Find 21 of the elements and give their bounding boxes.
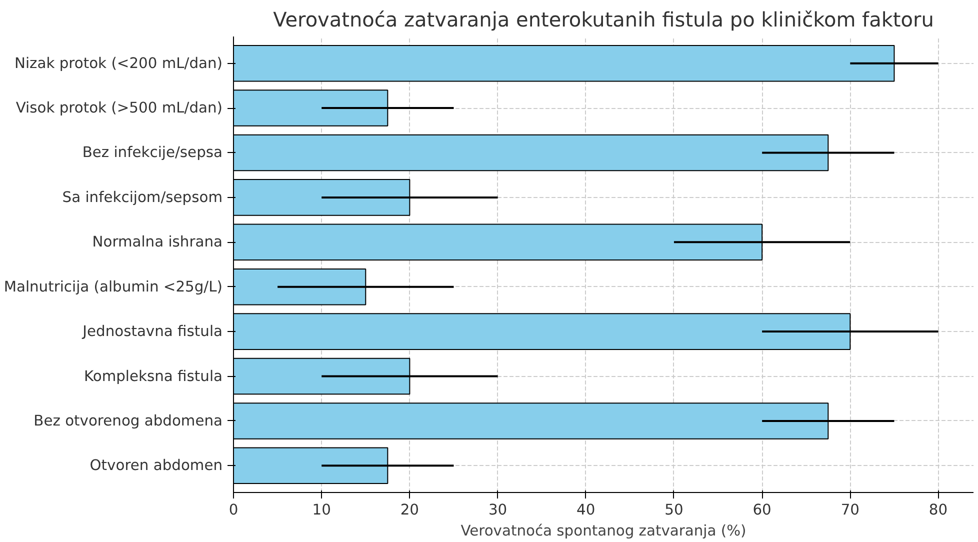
x-tick-label: 60	[752, 502, 772, 518]
x-tick-label: 70	[840, 502, 860, 518]
y-tick-label: Bez infekcije/sepsa	[82, 144, 223, 162]
y-tick-label: Visok protok (>500 mL/dan)	[16, 100, 223, 117]
x-tick-label: 50	[664, 502, 684, 518]
x-tick-label: 40	[576, 502, 596, 518]
y-tick-label: Normalna ishrana	[92, 234, 223, 251]
x-tick-label: 0	[228, 502, 238, 518]
chart-title: Verovatnoća zatvaranja enterokutanih fistula po kliničkom faktoru	[273, 8, 934, 32]
y-tick-label: Kompleksna fistula	[84, 368, 223, 385]
y-tick-label: Jednostavna fistula	[82, 323, 223, 340]
y-tick-label: Nizak protok (<200 mL/dan)	[14, 54, 223, 72]
x-tick-label: 20	[400, 502, 420, 518]
x-tick-label: 10	[312, 502, 331, 518]
x-tick-label: 80	[928, 502, 948, 518]
y-tick-label: Bez otvorenog abdomena	[34, 412, 223, 430]
x-tick-label: 30	[488, 502, 508, 518]
y-tick-label: Otvoren abdomen	[90, 457, 223, 474]
x-axis-title: Verovatnoća spontanog zatvaranja (%)	[460, 522, 746, 540]
y-tick-label: Malnutricija (albumin <25g/L)	[4, 278, 223, 296]
y-tick-label: Sa infekcijom/sepsom	[62, 188, 223, 206]
